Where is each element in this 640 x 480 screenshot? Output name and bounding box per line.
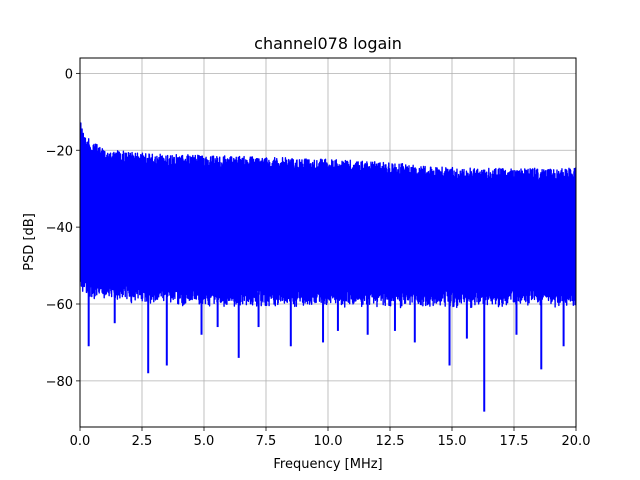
- x-axis-label: Frequency [MHz]: [273, 457, 382, 472]
- x-tick-label: 0.0: [70, 434, 91, 449]
- x-tick-label: 12.5: [376, 434, 405, 449]
- y-axis-ticks: 0 −20 −40 −60 −80: [46, 67, 80, 390]
- x-tick-label: 15.0: [438, 434, 467, 449]
- x-axis-ticks: 0.0 2.5 5.0 7.5 10.0 12.5 15.0 17.5 20.0: [70, 427, 591, 449]
- x-tick-label: 10.0: [314, 434, 343, 449]
- x-tick-label: 17.5: [500, 434, 529, 449]
- x-tick-label: 20.0: [562, 434, 591, 449]
- y-tick-label: −40: [46, 221, 73, 236]
- y-tick-label: −80: [46, 375, 73, 390]
- y-tick-label: −20: [46, 144, 73, 159]
- psd-series-band: [80, 127, 576, 285]
- y-tick-label: −60: [46, 298, 73, 313]
- x-tick-label: 5.0: [194, 434, 215, 449]
- y-tick-label: 0: [65, 67, 73, 82]
- x-tick-label: 2.5: [132, 434, 153, 449]
- x-tick-label: 7.5: [256, 434, 277, 449]
- chart-title: channel078 logain: [254, 34, 402, 53]
- series-group: [80, 122, 576, 412]
- y-axis-label: PSD [dB]: [22, 213, 37, 271]
